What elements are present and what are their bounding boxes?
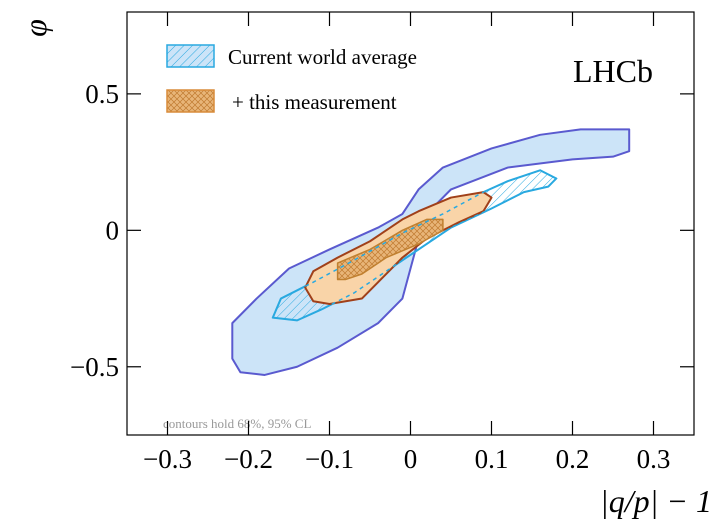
x-tick-label: 0.2 bbox=[556, 444, 590, 474]
x-tick-label: 0.1 bbox=[475, 444, 509, 474]
plot-area bbox=[231, 128, 631, 376]
y-tick-label: −0.5 bbox=[70, 352, 119, 382]
contour bbox=[336, 218, 444, 281]
legend-swatch bbox=[166, 89, 215, 113]
contour bbox=[231, 128, 631, 376]
legend-label: + this measurement bbox=[232, 90, 397, 114]
note: contours hold 68%, 95% CL bbox=[163, 416, 311, 431]
x-tick-label: 0.3 bbox=[637, 444, 671, 474]
legend-label: Current world average bbox=[228, 45, 417, 69]
x-tick-label: 0 bbox=[404, 444, 418, 474]
legend-swatch-hatch bbox=[167, 45, 214, 67]
y-axis-label: φ bbox=[17, 19, 53, 37]
contour-outline bbox=[271, 169, 558, 322]
x-tick-label: −0.3 bbox=[143, 444, 192, 474]
experiment-label: LHCb bbox=[573, 53, 653, 89]
y-tick-label: 0 bbox=[106, 215, 120, 245]
y-tick-label: 0.5 bbox=[85, 79, 119, 109]
x-axis-label: |q/p| − 1 bbox=[600, 483, 712, 519]
x-tick-label: −0.2 bbox=[224, 444, 273, 474]
legend: Current world average + this measurement bbox=[166, 44, 417, 114]
x-tick-label: −0.1 bbox=[305, 444, 354, 474]
